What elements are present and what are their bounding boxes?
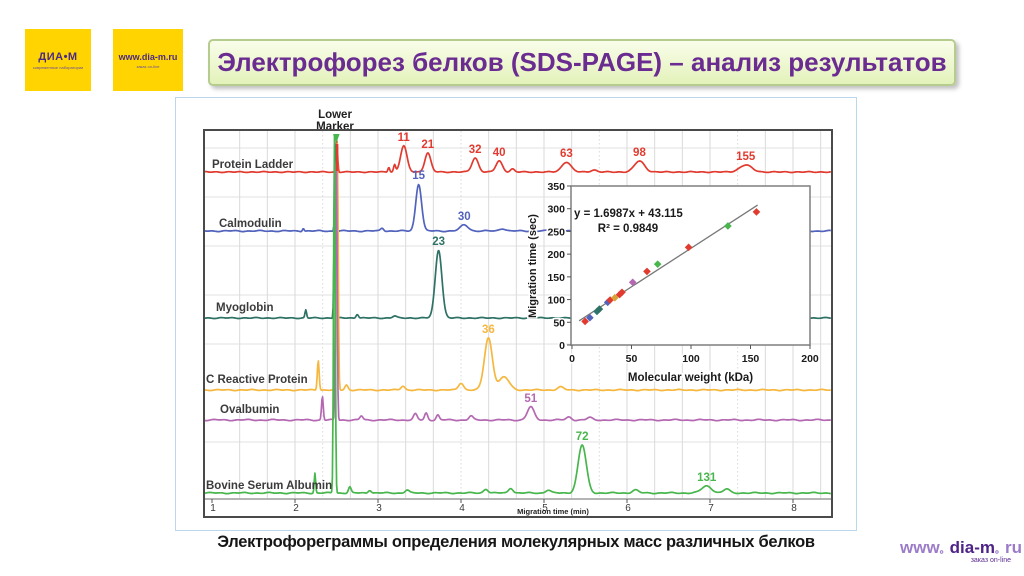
inset-x-tick-label: 150 (742, 353, 760, 365)
inset-y-tick-label: 200 (547, 249, 565, 261)
diam-site-logo: www.dia-m.ru заказ on-line (113, 29, 183, 91)
lower-marker-label: Lower (318, 109, 352, 121)
trace-name-label: C Reactive Protein (206, 374, 308, 386)
trace-name-label: Calmodulin (219, 218, 282, 230)
trace-name-label: Bovine Serum Albumin (206, 480, 332, 492)
inset-y-tick-label: 100 (547, 295, 565, 307)
x-axis-title: Migration time (min) (517, 507, 589, 516)
peak-label: 15 (412, 170, 425, 182)
inset-x-tick-label: 50 (626, 353, 638, 365)
inset-data-point (581, 317, 589, 326)
trace-name-label: Myoglobin (216, 302, 274, 314)
diam-logo: ДИА•М современные лаборатории (25, 29, 91, 91)
inset-data-point (628, 278, 637, 287)
url-www: www (900, 538, 940, 557)
inset-y-tick-label: 350 (547, 181, 565, 193)
url-name: dia-m (949, 538, 996, 557)
x-tick-label: 1 (210, 503, 216, 514)
inset-data-point (595, 305, 604, 313)
inset-data-point (618, 288, 626, 297)
inset-x-tick-label: 100 (682, 353, 700, 365)
inset-data-point (643, 267, 651, 276)
url-dot: 。 (995, 545, 1006, 556)
peak-label: 30 (458, 211, 471, 223)
url-dot: 。 (939, 545, 950, 556)
x-tick-label: 8 (791, 503, 797, 514)
peak-label: 51 (524, 393, 537, 405)
slide-title-banner: Электрофорез белков (SDS-PAGE) – анализ … (208, 39, 956, 86)
inset-data-point (752, 208, 761, 216)
peak-label: 131 (697, 472, 717, 484)
peak-label: 63 (560, 148, 573, 160)
inset-y-tick-label: 300 (547, 204, 565, 216)
inset-y-tick-label: 0 (559, 340, 565, 352)
inset-data-point (653, 260, 662, 268)
inset-data-point (611, 293, 619, 302)
lower-marker-label: Marker (316, 121, 354, 133)
inset-y-tick-label: 250 (547, 226, 565, 238)
trace-bovine-serum-albumin (204, 135, 831, 495)
inset-x-axis-title: Molecular weight (kDa) (628, 372, 753, 384)
inset-y-tick-label: 50 (553, 317, 565, 329)
peak-label: 98 (633, 147, 646, 159)
trace-ovalbumin (204, 160, 831, 422)
slide-title: Электрофорез белков (SDS-PAGE) – анализ … (217, 47, 947, 77)
url-tld: ru (1005, 538, 1023, 557)
x-tick-label: 6 (625, 503, 631, 514)
peak-label: 36 (482, 324, 495, 336)
diam-site-logo-subtitle: заказ on-line (136, 63, 160, 69)
peak-label: 23 (432, 236, 445, 248)
lower-marker-tip (333, 134, 340, 143)
inset-calibration-plot: 0 50 100 150 200 250 300 350 0 50 100 150 200 Molecul… (526, 180, 821, 386)
trace-c-reactive-protein (204, 142, 831, 392)
inset-r-squared: R² = 0.9849 (598, 223, 658, 235)
x-tick-label: 5 (542, 503, 548, 514)
figure-caption: Электрофореграммы определения молекулярн… (217, 533, 815, 551)
peak-label: 155 (736, 151, 756, 163)
peak-label: 32 (469, 144, 482, 156)
inset-frame (570, 185, 811, 346)
inset-y-axis-title: Migration time (sec) (527, 214, 539, 318)
peak-label: 40 (493, 147, 506, 159)
peak-label: 21 (421, 139, 434, 151)
inset-x-tick-label: 0 (569, 353, 575, 365)
inset-data-point (724, 222, 732, 230)
x-tick-label: 3 (376, 503, 382, 514)
x-tick-label: 7 (708, 503, 714, 514)
inset-x-tick-label: 200 (801, 353, 819, 365)
x-tick-label: 2 (293, 503, 299, 514)
diam-site-logo-title: www.dia-m.ru (118, 51, 178, 62)
diam-logo-title: ДИА•М (38, 50, 78, 63)
chart-border (203, 129, 833, 518)
trace-name-label: Protein Ladder (212, 159, 294, 171)
trace-protein-ladder (204, 139, 832, 174)
inset-data-point (684, 243, 693, 252)
peak-label: 11 (398, 132, 411, 144)
inset-y-tick-label: 150 (547, 272, 565, 284)
trace-name-label: Ovalbumin (220, 404, 279, 416)
inset-equation: y = 1.6987x + 43.115 (574, 208, 683, 220)
diam-logo-subtitle: современные лаборатории (32, 64, 84, 70)
dia-m-weblogo: www。dia-m。ru заказ on-line (900, 538, 1022, 564)
dia-m-tagline: заказ on-line (970, 557, 1011, 564)
peak-label: 72 (576, 431, 589, 443)
x-tick-label: 4 (459, 503, 465, 514)
dia-m-url: www。dia-m。ru (900, 538, 1022, 557)
